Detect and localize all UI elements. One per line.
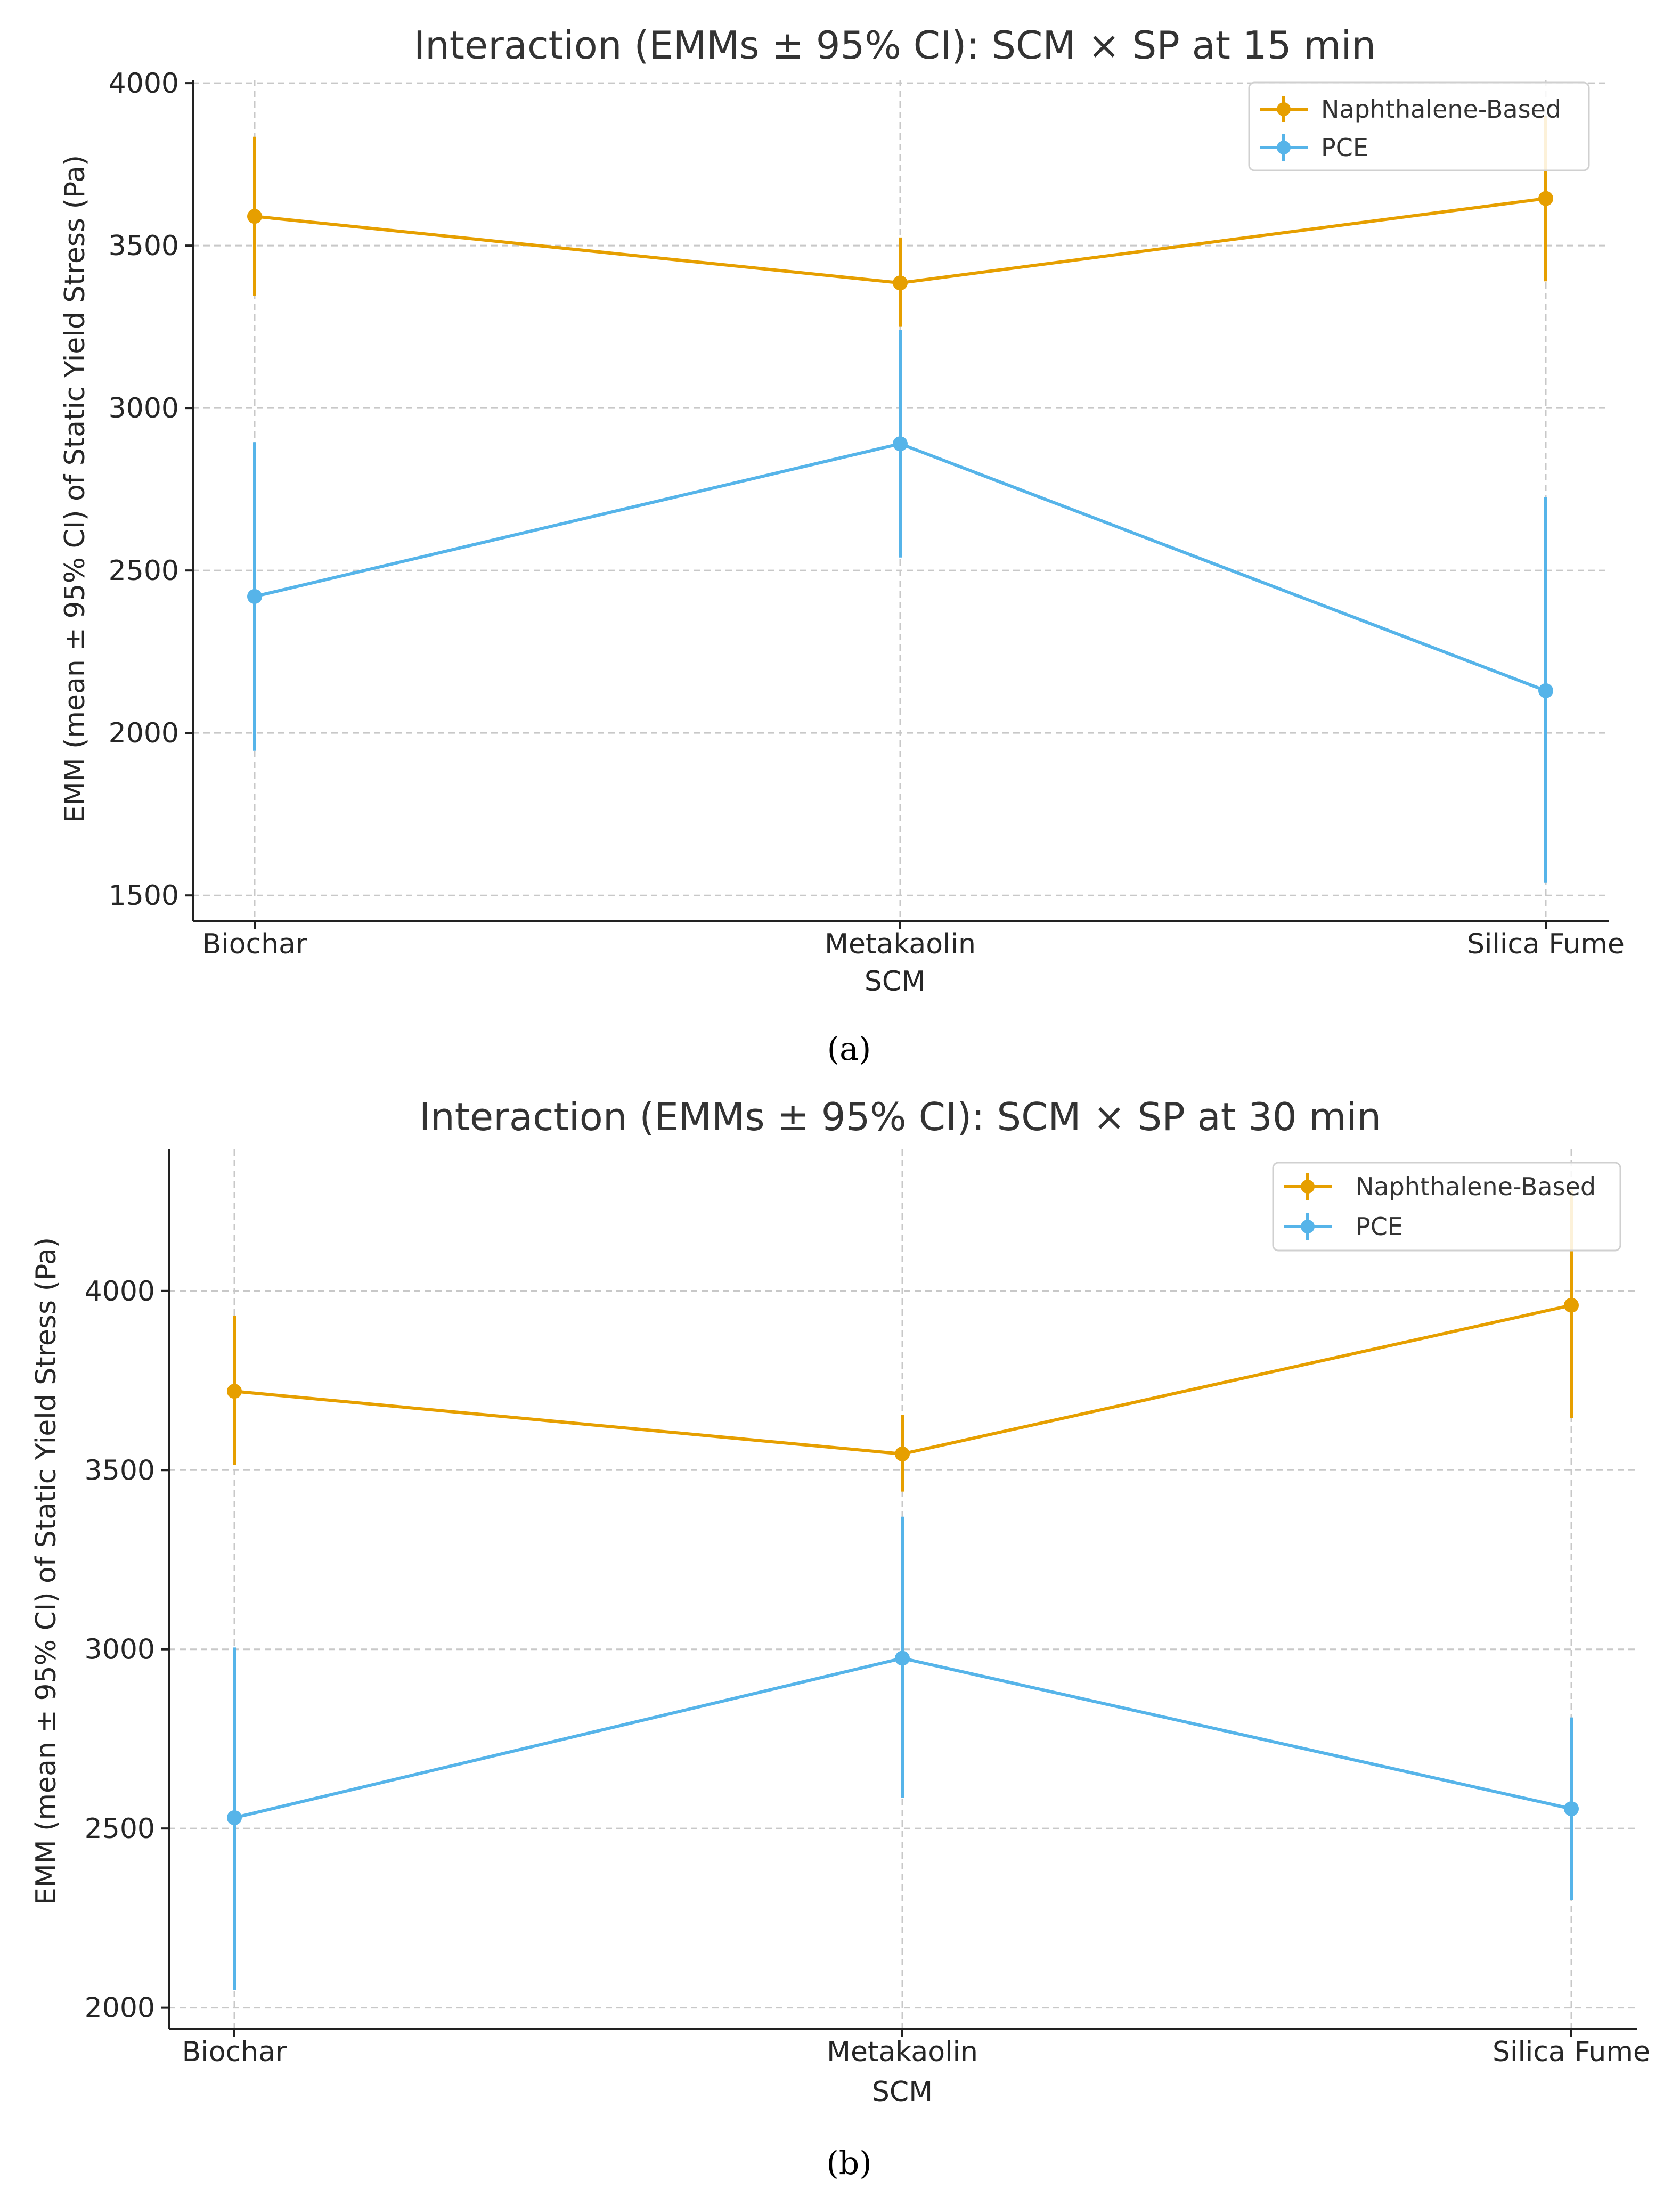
panel-a-x-tick-label-1: Metakaolin (825, 928, 976, 960)
panel-b-pce-point-2 (1564, 1801, 1579, 1817)
panel-b-caption: (b) (826, 2145, 871, 2182)
panel-b-x-tick-label-2: Silica Fume (1493, 2036, 1650, 2068)
panel-a-y-ticks: 1500 2000 2500 3000 3500 4000 (109, 68, 193, 912)
panel-a-y-tick-label-0: 1500 (109, 880, 179, 912)
panel-a-x-tick-label-2: Silica Fume (1467, 928, 1625, 960)
panel-b-y-tick-label-0: 2000 (85, 1992, 155, 2024)
panel-a-chart: Interaction (EMMs ± 95% CI): SCM × SP at… (59, 23, 1625, 1068)
panel-b-pce-point-0 (227, 1810, 242, 1825)
panel-b-legend-pce-label: PCE (1356, 1212, 1403, 1241)
panel-a-y-tick-label-2: 2500 (109, 555, 179, 587)
panel-b-title: Interaction (EMMs ± 95% CI): SCM × SP at… (419, 1094, 1381, 1139)
panel-b-x-ticks: Biochar Metakaolin Silica Fume (182, 2029, 1650, 2068)
panel-a-y-axis-label: EMM (mean ± 95% CI) of Static Yield Stre… (59, 155, 91, 823)
panel-a-pce-point-2 (1538, 683, 1553, 698)
panel-b-y-tick-label-2: 3000 (85, 1634, 155, 1666)
panel-a-series (247, 116, 1553, 883)
panel-a-naphthalene-point-2 (1538, 191, 1553, 206)
panel-a-legend-naphthalene-marker (1277, 102, 1291, 116)
panel-a-title: Interaction (EMMs ± 95% CI): SCM × SP at… (414, 23, 1376, 68)
panel-b-y-tick-label-1: 2500 (85, 1813, 155, 1845)
panel-a-y-tick-label-5: 4000 (109, 68, 179, 100)
panel-a-legend: Naphthalene-Based PCE (1248, 81, 1590, 171)
panel-b-y-ticks: 2000 2500 3000 3500 4000 (85, 1276, 169, 2024)
panel-b-legend-pce-marker (1301, 1220, 1315, 1233)
panel-b-series (227, 1190, 1579, 1990)
panel-b-legend: Naphthalene-Based PCE (1272, 1162, 1621, 1252)
panel-b-x-tick-label-1: Metakaolin (827, 2036, 978, 2068)
panel-a-legend-pce-label: PCE (1321, 133, 1368, 162)
panel-b-x-axis-label: SCM (872, 2076, 933, 2108)
panel-a-x-tick-label-0: Biochar (202, 928, 307, 960)
panel-a-legend-naphthalene-label: Naphthalene-Based (1321, 95, 1561, 124)
panel-b-y-tick-label-3: 3500 (85, 1455, 155, 1486)
panel-a-y-tick-label-1: 2000 (109, 717, 179, 749)
panel-a-pce-point-1 (893, 436, 908, 452)
panel-a-x-axis-label: SCM (865, 966, 925, 998)
panel-a-naphthalene-point-1 (893, 275, 908, 291)
panel-b-y-axis-label: EMM (mean ± 95% CI) of Static Yield Stre… (30, 1237, 62, 1905)
panel-a-naphthalene-point-0 (247, 209, 262, 224)
panel-b-chart: Interaction (EMMs ± 95% CI): SCM × SP at… (30, 1094, 1650, 2182)
panel-b-x-tick-label-0: Biochar (182, 2036, 287, 2068)
panel-b-legend-naphthalene-label: Naphthalene-Based (1356, 1172, 1596, 1201)
panel-b-pce-point-1 (895, 1651, 910, 1666)
panel-b-naphthalene-point-0 (227, 1384, 242, 1399)
panel-a-x-ticks: Biochar Metakaolin Silica Fume (202, 921, 1625, 960)
panel-b-legend-naphthalene-marker (1301, 1180, 1315, 1194)
panel-a-legend-pce-marker (1277, 141, 1291, 154)
panel-a-y-tick-label-3: 3000 (109, 393, 179, 424)
panel-b-naphthalene-point-2 (1564, 1297, 1579, 1313)
panel-b-naphthalene-point-1 (895, 1446, 910, 1461)
panel-a-y-tick-label-4: 3500 (109, 230, 179, 262)
panel-a-caption: (a) (827, 1031, 871, 1068)
panel-b-y-tick-label-4: 4000 (85, 1276, 155, 1308)
panel-a-pce-point-0 (247, 589, 262, 604)
